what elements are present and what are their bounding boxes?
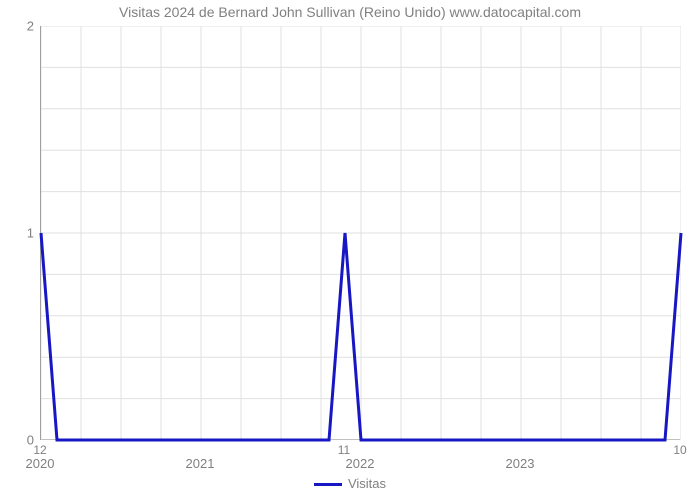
y-tick-label: 0: [4, 433, 34, 448]
plot-area: [40, 26, 680, 440]
x-tick-label: 2023: [506, 456, 535, 471]
point-label: 10: [673, 443, 686, 457]
series-line: [41, 233, 681, 440]
legend-label: Visitas: [348, 476, 386, 491]
x-tick-label: 2020: [26, 456, 55, 471]
point-label: 11: [338, 443, 350, 457]
legend-swatch: [314, 483, 342, 486]
x-tick-label: 2021: [186, 456, 215, 471]
point-label: 12: [33, 443, 46, 457]
chart-title: Visitas 2024 de Bernard John Sullivan (R…: [0, 4, 700, 20]
y-tick-label: 2: [4, 19, 34, 34]
series-layer: [41, 26, 681, 440]
y-tick-label: 1: [4, 226, 34, 241]
legend: Visitas: [0, 476, 700, 491]
x-tick-label: 2022: [346, 456, 375, 471]
